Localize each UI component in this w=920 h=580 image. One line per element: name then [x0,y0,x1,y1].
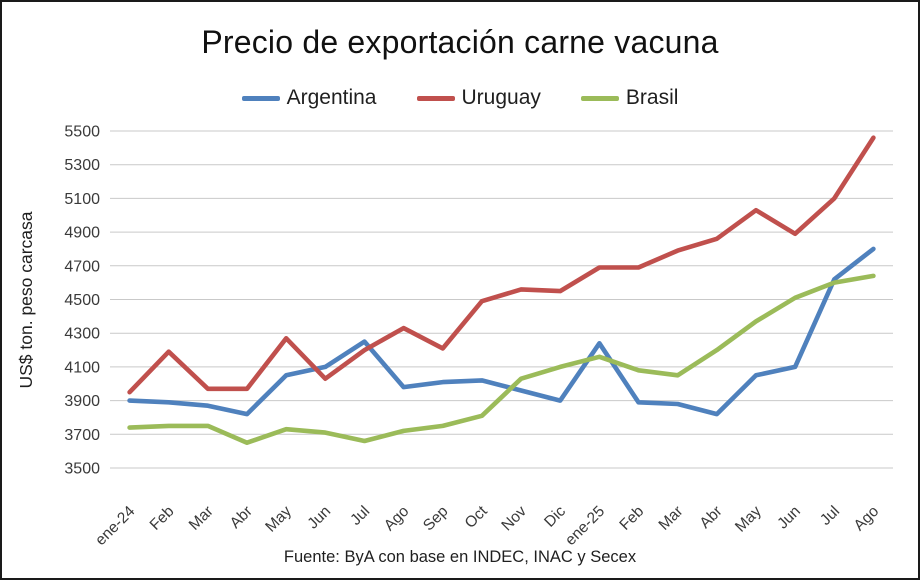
x-tick-label: Jun [774,503,804,533]
y-tick-label: 3500 [64,461,100,478]
y-tick-label: 4900 [64,225,100,242]
x-tick-label: Ago [851,503,883,535]
x-tick-label: Jul [817,503,843,529]
y-tick-label: 5500 [64,124,100,141]
y-tick-label: 3900 [64,393,100,410]
x-tick-label: May [262,503,295,536]
y-tick-label: 5100 [64,191,100,208]
x-tick-label: Mar [656,503,687,534]
legend-swatch-brasil [580,95,619,101]
chart-legend: Argentina Uruguay Brasil [0,86,920,110]
y-tick-label: 4300 [64,326,100,343]
legend-label: Argentina [286,86,377,109]
x-tick-label: Sep [420,503,452,535]
x-tick-label: Mar [186,503,217,534]
legend-item-argentina: Argentina [241,86,377,110]
x-tick-label: Jul [347,503,373,529]
x-tick-label: Oct [462,502,492,532]
x-tick-label: Nov [498,503,530,535]
x-tick-label: Feb [616,503,647,534]
chart-title: Precio de exportación carne vacuna [201,24,719,60]
y-tick-label: 4700 [64,258,100,275]
x-tick-label: May [732,503,765,536]
x-tick-label: Ago [381,503,413,535]
legend-swatch-uruguay [416,95,455,101]
x-tick-label: ene-24 [92,503,138,549]
x-tick-label: Dic [541,503,569,531]
y-tick-label: 4100 [64,359,100,376]
x-tick-label: ene-25 [562,503,608,549]
legend-label: Brasil [625,86,679,109]
series-line-brasil [127,273,876,446]
y-tick-label: 5300 [64,157,100,174]
y-tick-label: 4500 [64,292,100,309]
series-line-argentina [127,246,876,417]
series-line-uruguay [127,135,876,395]
legend-item-brasil: Brasil [580,86,679,110]
y-tick-label: 3700 [64,427,100,444]
x-tick-label: Jun [304,503,334,533]
x-tick-label: Abr [227,503,256,532]
y-axis-title: US$ ton. peso carcasa [16,211,36,388]
legend-swatch-argentina [241,95,280,101]
x-tick-label: Abr [697,503,726,532]
legend-label: Uruguay [461,86,541,109]
source-note: Fuente: ByA con base en INDEC, INAC y Se… [283,548,637,566]
x-tick-label: Feb [147,503,178,534]
legend-item-uruguay: Uruguay [416,86,541,110]
